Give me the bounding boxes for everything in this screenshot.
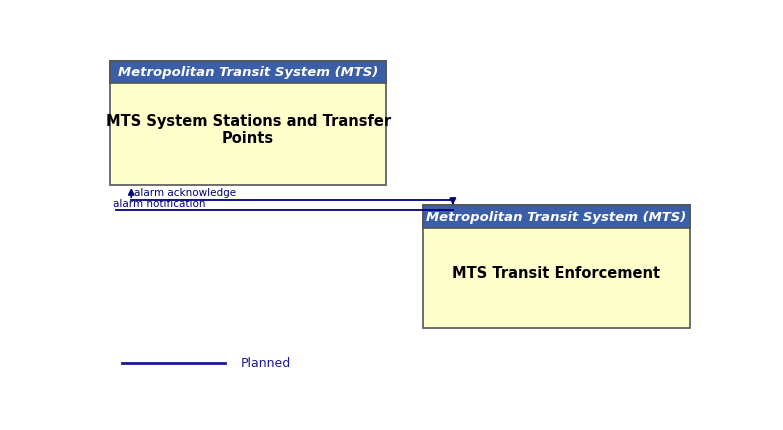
Text: MTS Transit Enforcement: MTS Transit Enforcement bbox=[452, 266, 660, 280]
Text: alarm notification: alarm notification bbox=[113, 199, 206, 209]
Bar bbox=[423, 206, 690, 228]
Text: MTS System Stations and Transfer
Points: MTS System Stations and Transfer Points bbox=[106, 114, 391, 146]
Text: alarm acknowledge: alarm acknowledge bbox=[135, 188, 236, 198]
Text: Metropolitan Transit System (MTS): Metropolitan Transit System (MTS) bbox=[426, 210, 686, 223]
Text: Planned: Planned bbox=[240, 356, 290, 369]
Bar bbox=[423, 206, 690, 328]
Bar bbox=[110, 61, 386, 186]
Bar bbox=[110, 61, 386, 84]
Text: Metropolitan Transit System (MTS): Metropolitan Transit System (MTS) bbox=[118, 66, 378, 79]
